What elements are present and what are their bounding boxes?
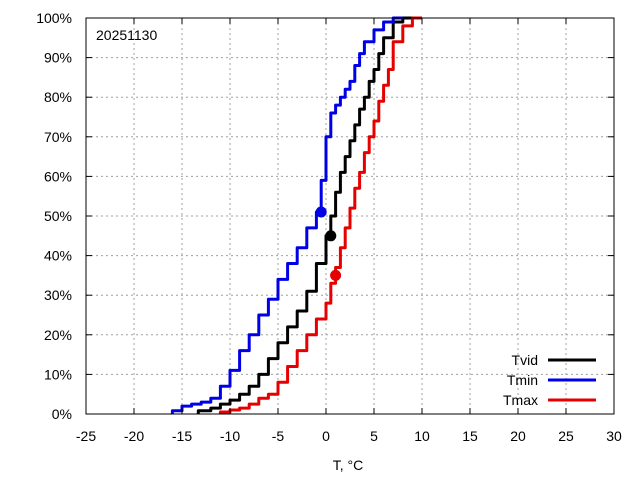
marker-tvid	[325, 230, 337, 242]
x-tick-label: 30	[606, 428, 622, 444]
y-tick-label: 0%	[52, 406, 72, 422]
x-axis-label: T, °C	[333, 457, 364, 473]
x-tick-label: 20	[510, 428, 526, 444]
x-tick-label: -10	[220, 428, 240, 444]
date-annotation: 20251130	[96, 27, 157, 43]
y-tick-label: 50%	[44, 208, 72, 224]
y-tick-label: 10%	[44, 366, 72, 382]
y-tick-label: 20%	[44, 327, 72, 343]
y-tick-label: 70%	[44, 129, 72, 145]
y-tick-label: 80%	[44, 89, 72, 105]
y-tick-label: 60%	[44, 168, 72, 184]
x-tick-label: -20	[124, 428, 144, 444]
legend: Tvid Tmin Tmax	[503, 352, 596, 408]
y-tick-label: 40%	[44, 248, 72, 264]
y-tick-label: 100%	[36, 10, 72, 26]
x-tick-label: -5	[272, 428, 285, 444]
series-line-tmax	[218, 16, 422, 414]
marker-tmax	[330, 269, 342, 281]
series-line-tmin	[170, 16, 403, 414]
x-tick-label: 0	[322, 428, 330, 444]
x-tick-label: 10	[414, 428, 430, 444]
y-tick-label: 30%	[44, 287, 72, 303]
grid-lines	[86, 18, 614, 414]
y-tick-label: 90%	[44, 50, 72, 66]
x-tick-labels: -25 -20 -15 -10 -5 0 5 10 15 20 25 30	[76, 428, 622, 444]
series-markers	[315, 206, 342, 281]
marker-tmin	[315, 206, 327, 218]
legend-label-tmax: Tmax	[503, 392, 538, 408]
x-tick-label: -25	[76, 428, 96, 444]
x-tick-label: 5	[370, 428, 378, 444]
legend-label-tmin: Tmin	[507, 372, 538, 388]
x-tick-label: 25	[558, 428, 574, 444]
x-tick-label: -15	[172, 428, 192, 444]
x-tick-label: 15	[462, 428, 478, 444]
y-tick-labels: 0% 10% 20% 30% 40% 50% 60% 70% 80% 90% 100%	[36, 10, 72, 422]
legend-label-tvid: Tvid	[512, 352, 538, 368]
axis-ticks	[85, 17, 615, 415]
